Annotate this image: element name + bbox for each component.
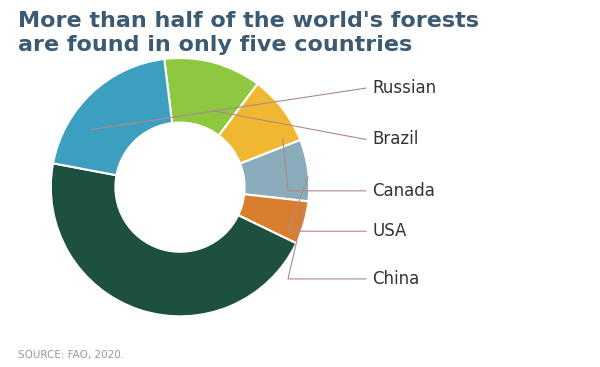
- Wedge shape: [219, 84, 300, 164]
- Wedge shape: [53, 59, 172, 175]
- Text: Brazil: Brazil: [372, 130, 418, 149]
- Wedge shape: [164, 58, 257, 135]
- Wedge shape: [240, 140, 309, 201]
- Text: Russian: Russian: [372, 79, 436, 97]
- Text: Canada: Canada: [372, 182, 435, 200]
- Text: SOURCE: FAO, 2020.: SOURCE: FAO, 2020.: [18, 350, 124, 360]
- Wedge shape: [238, 194, 308, 243]
- Text: More than half of the world's forests
are found in only five countries: More than half of the world's forests ar…: [18, 11, 479, 55]
- Wedge shape: [51, 163, 296, 316]
- Text: USA: USA: [372, 222, 406, 240]
- Text: China: China: [372, 270, 419, 288]
